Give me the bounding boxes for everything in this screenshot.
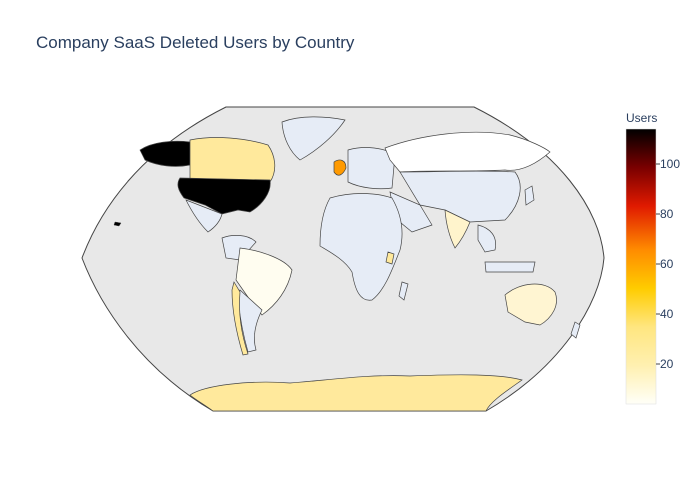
- country-indonesia[interactable]: [484, 261, 536, 273]
- colorbar-ticks: [656, 163, 660, 365]
- colorbar-tick-label: 20: [660, 357, 674, 371]
- chart-title: Company SaaS Deleted Users by Country: [36, 33, 355, 52]
- colorbar-title: Users: [626, 111, 658, 125]
- colorbar-tick-label: 60: [660, 257, 674, 271]
- region-africa[interactable]: [319, 193, 403, 301]
- region-asia[interactable]: [399, 170, 521, 223]
- country-mexico[interactable]: [185, 199, 223, 233]
- country-india[interactable]: [444, 209, 471, 249]
- country-hawaii[interactable]: [113, 221, 122, 227]
- colorbar-tick-label: 40: [660, 307, 674, 321]
- country-canada[interactable]: [189, 137, 276, 183]
- country-brazil[interactable]: [235, 247, 293, 316]
- country-new-zealand[interactable]: [570, 321, 581, 339]
- colorbar-tick-label: 100: [660, 157, 681, 171]
- country-russia[interactable]: [384, 131, 551, 173]
- country-madagascar[interactable]: [398, 281, 409, 301]
- colorbar-tick-label: 80: [660, 207, 674, 221]
- country-uk[interactable]: [333, 159, 347, 176]
- country-chile[interactable]: [231, 281, 249, 356]
- region-europe[interactable]: [347, 147, 396, 190]
- country-uganda[interactable]: [385, 251, 395, 265]
- country-australia[interactable]: [504, 283, 557, 326]
- country-greenland[interactable]: [281, 116, 346, 161]
- region-southeast-asia[interactable]: [477, 224, 496, 253]
- colorbar: [625, 128, 657, 405]
- country-antarctica[interactable]: [189, 374, 523, 412]
- country-japan[interactable]: [524, 185, 535, 206]
- country-usa[interactable]: [177, 177, 271, 215]
